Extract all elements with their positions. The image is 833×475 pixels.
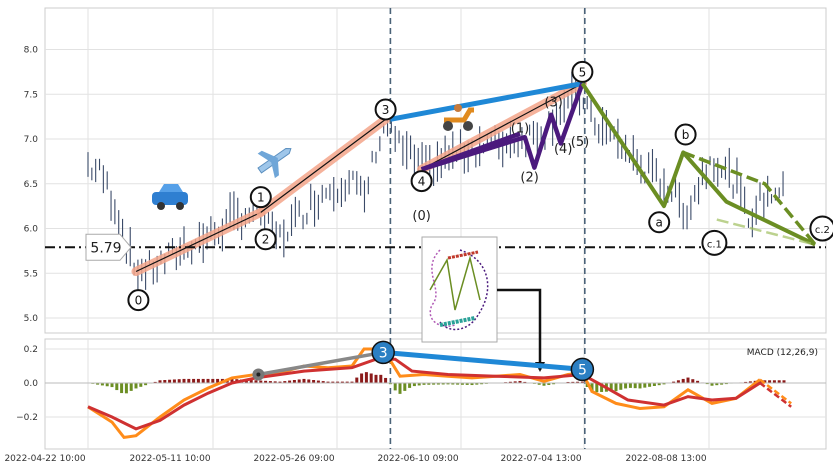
scooter-body [444,107,474,123]
wave-label: (0) [412,209,430,224]
y-tick-label: 6.5 [24,180,38,190]
plane-wings [257,150,279,179]
price-tag [85,233,132,261]
wave-label: a [656,216,663,230]
pattern-thumbnail-icon [421,236,498,343]
wave-label-circle [249,186,272,209]
wave-label-circle [374,98,397,121]
thumb-curve [447,250,479,260]
macd-y-tick-label: 0.0 [24,379,39,389]
macd-indicator-label: MACD (12,26,9) [747,348,818,358]
wave-label: (3) [544,95,562,110]
signal-projection [759,382,792,408]
wave-line [260,118,386,213]
y-tick-label: 7.5 [24,90,38,100]
gray-divergence-line [258,350,384,377]
macd-point-label: 3 [379,345,388,361]
scooter-icon [443,104,474,131]
wave-label: b [682,128,690,142]
wave-label-circle [410,170,433,193]
wave-label-circle [254,228,277,251]
wave-label: 2 [262,233,270,247]
purple-subwave [420,82,585,172]
car-icon [152,184,188,210]
wave-line [421,82,583,170]
wave-label: (2) [520,171,538,186]
car-wheel [176,202,184,210]
macd-point [570,357,595,382]
thumb-curve [429,255,481,311]
scooter-wheel [463,121,473,131]
scooter-rider [454,104,462,112]
wave-label: c.1 [707,239,722,250]
wave-label: 0 [135,294,143,308]
thumbnail-connector [497,288,542,370]
price-tag-label: 5.79 [90,240,121,256]
car-wheel [157,202,165,210]
y-tick-label: 5.5 [24,269,38,279]
wave-label: 3 [382,103,390,117]
wave-label: (1) [511,121,529,136]
wave-label-circle [701,229,728,256]
y-tick-label: 5.0 [24,314,39,324]
wave-line [135,211,262,273]
x-tick-label: 2022-04-22 10:00 [4,454,85,464]
wave-label-circle [571,60,594,83]
y-tick-label: 8.0 [24,46,39,56]
wave-label: 4 [418,175,426,189]
x-tick-label: 2022-05-26 09:00 [253,454,334,464]
wave-label-circle [127,289,150,312]
x-tick-label: 2022-05-11 10:00 [129,454,210,464]
macd-point-center [256,372,261,377]
wave-label: 5 [579,65,587,79]
wave-label-circle [809,215,833,242]
thumbnail-frame [421,236,498,343]
macd-y-tick-label: 0.2 [24,345,38,355]
x-tick-label: 2022-08-08 13:00 [625,454,706,464]
wave-label: 1 [257,191,265,205]
wave-label: (5) [571,135,589,150]
macd-point [371,340,395,365]
car-body [152,192,188,205]
wave-label: c.2 [815,225,830,236]
purple-subwave [420,131,521,172]
green-dashed-projection [682,150,817,246]
wave-label-circle [674,123,697,146]
blue-divergence-line [382,349,583,372]
thumb-curve [439,316,476,327]
x-tick-label: 2022-07-04 13:00 [500,454,581,464]
x-tick-label: 2022-06-10 09:00 [377,454,458,464]
scooter-wheel [443,121,453,131]
car-roof [159,184,183,192]
macd-projection [759,378,792,405]
wave-label: (4) [554,142,572,157]
wave-label-circle [648,211,671,234]
macd-line [87,347,761,440]
macd-point-label: 5 [578,362,587,378]
macd-y-tick-label: −0.2 [16,413,38,423]
airplane-icon [257,147,292,179]
y-tick-label: 6.0 [24,225,39,235]
blue-trendline [389,81,583,122]
y-tick-label: 7.0 [24,135,39,145]
